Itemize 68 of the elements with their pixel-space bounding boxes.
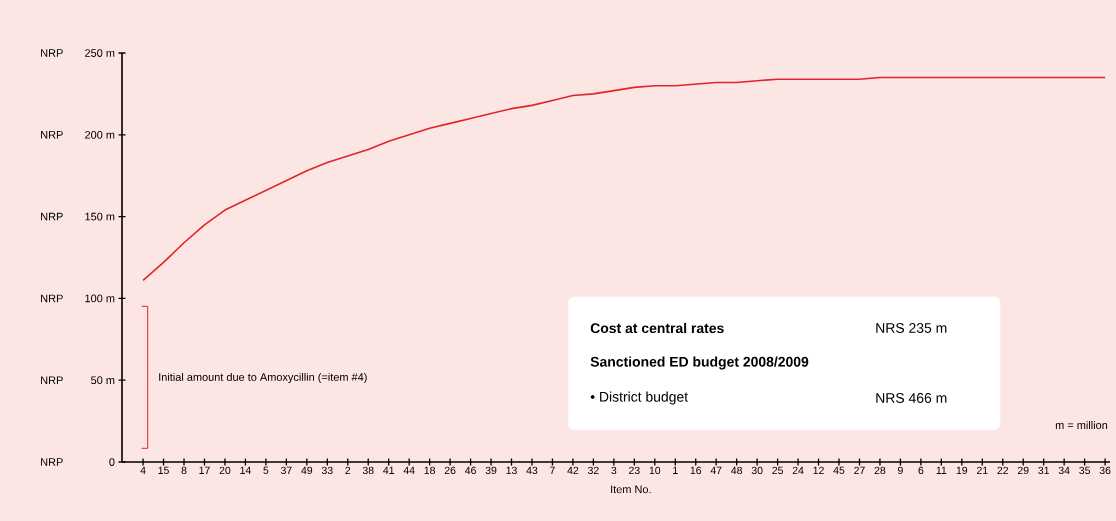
x-tick-label: 5 — [263, 466, 269, 475]
x-tick-label: 43 — [526, 466, 538, 475]
x-tick-label: 13 — [506, 466, 517, 475]
x-tick-label: 25 — [772, 466, 783, 475]
x-tick-label: 39 — [485, 466, 497, 475]
x-tick-label: 11 — [936, 466, 947, 474]
x-tick-label: 34 — [1058, 466, 1070, 475]
x-tick-label: 46 — [464, 466, 476, 475]
x-tick-label: 32 — [587, 466, 599, 475]
x-tick-label: 18 — [424, 466, 435, 475]
y-tick-label: 100 m — [85, 294, 115, 303]
x-tick-label: 22 — [997, 466, 1009, 474]
x-tick-label: 31 — [1038, 466, 1049, 475]
x-tick-label: 17 — [199, 466, 210, 474]
x-tick-label: 48 — [731, 466, 743, 475]
x-tick-label: 27 — [854, 466, 865, 474]
x-tick-label: 4 — [140, 466, 146, 474]
x-tick-label: 16 — [690, 466, 702, 475]
x-tick-label: 42 — [567, 466, 579, 474]
x-tick-label: 47 — [710, 466, 722, 474]
x-tick-label: 7 — [550, 466, 555, 474]
annotation: NRS 235 m — [876, 323, 947, 333]
annotation: Sanctioned ED budget 2008/2009 — [590, 356, 809, 370]
x-tick-label: 1 — [673, 466, 678, 474]
text: NRP — [41, 458, 63, 466]
x-tick-label: 35 — [1079, 466, 1090, 475]
x-tick-label: 19 — [956, 466, 968, 475]
y-tick-label: 150 m — [85, 212, 115, 221]
x-tick-label: 38 — [362, 466, 374, 475]
x-tick-label: 12 — [813, 466, 824, 474]
x-tick-label: 33 — [321, 466, 333, 475]
x-tick-label: 23 — [629, 466, 640, 475]
annotation: NRS 466 m — [876, 393, 947, 403]
x-tick-label: 30 — [751, 466, 763, 475]
x-tick-label: 20 — [219, 466, 231, 475]
text: NRP — [41, 49, 63, 57]
x-tick-label: 44 — [403, 466, 415, 474]
x-tick-label: 21 — [977, 466, 988, 474]
y-tick-label: 50 m — [91, 376, 115, 385]
annotation: Initial amount due to Amoxycillin (=item #4) — [159, 372, 367, 384]
y-tick-label: 0 — [109, 458, 115, 466]
annotation: Cost at central rates — [590, 322, 724, 334]
annotation: m = million — [1055, 420, 1108, 430]
x-tick-label: 9 — [897, 466, 903, 475]
text: NRP — [41, 131, 63, 139]
x-tick-label: 8 — [181, 466, 187, 475]
y-tick-label: 200 m — [85, 130, 115, 139]
text: NRP — [41, 294, 63, 303]
x-tick-label: 28 — [874, 466, 886, 475]
x-tick-label: 2 — [345, 466, 351, 474]
x-tick-label: 6 — [918, 466, 924, 475]
x-tick-label: 36 — [1099, 466, 1111, 475]
y-tick-label: 250 m — [85, 49, 115, 57]
x-tick-label: 45 — [833, 466, 845, 475]
x-tick-label: 3 — [611, 466, 617, 475]
x-tick-label: 29 — [1017, 466, 1029, 475]
text: NRP — [41, 376, 63, 384]
x-axis-title: Item No. — [611, 485, 651, 494]
x-tick-label: 49 — [301, 466, 313, 475]
x-tick-label: 10 — [649, 466, 661, 475]
x-tick-label: 26 — [444, 466, 456, 475]
x-tick-label: 15 — [158, 466, 169, 475]
x-tick-label: 41 — [383, 466, 394, 474]
x-tick-label: 24 — [792, 466, 804, 474]
text: NRP — [41, 212, 63, 221]
x-tick-label: 14 — [240, 466, 251, 474]
annotation: • District budget — [590, 391, 688, 405]
x-tick-label: 37 — [280, 466, 292, 475]
